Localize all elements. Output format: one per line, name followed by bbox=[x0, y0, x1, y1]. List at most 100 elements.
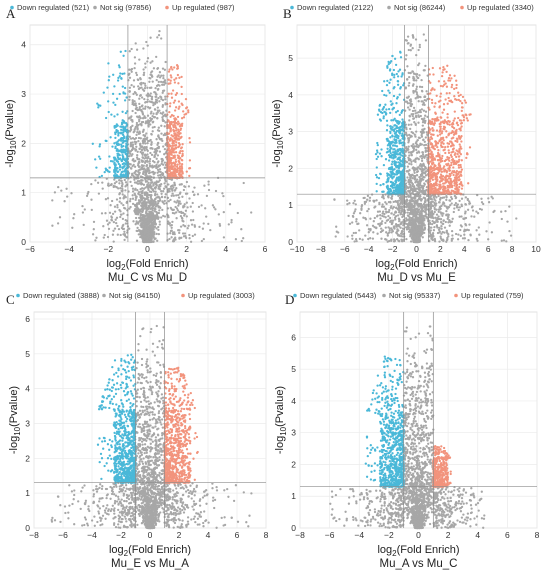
point-down-regulated bbox=[105, 169, 108, 172]
point-not-sig bbox=[405, 237, 408, 241]
point-not-sig bbox=[144, 205, 147, 208]
point-not-sig bbox=[151, 114, 154, 118]
point-not-sig bbox=[204, 207, 207, 210]
point-not-sig bbox=[66, 195, 69, 198]
point-not-sig bbox=[186, 227, 189, 230]
point-not-sig bbox=[134, 91, 137, 95]
point-not-sig bbox=[132, 131, 135, 134]
point-not-sig bbox=[418, 74, 421, 77]
point-not-sig bbox=[406, 106, 410, 109]
point-not-sig bbox=[348, 202, 351, 205]
point-not-sig bbox=[379, 217, 382, 220]
point-not-sig bbox=[142, 73, 145, 77]
point-not-sig bbox=[178, 200, 181, 203]
point-up-regulated bbox=[181, 122, 184, 125]
point-not-sig bbox=[110, 199, 114, 203]
point-not-sig bbox=[419, 155, 422, 158]
point-not-sig bbox=[149, 203, 152, 207]
legend-label: Not sig (86244) bbox=[394, 3, 446, 12]
point-not-sig bbox=[150, 210, 153, 214]
point-not-sig bbox=[430, 222, 434, 226]
point-not-sig bbox=[85, 194, 89, 198]
point-up-regulated bbox=[167, 70, 171, 73]
point-not-sig bbox=[409, 222, 412, 226]
point-not-sig bbox=[230, 221, 233, 224]
point-not-sig bbox=[145, 164, 148, 168]
point-not-sig bbox=[409, 71, 412, 75]
point-not-sig bbox=[424, 166, 427, 169]
point-not-sig bbox=[134, 127, 137, 130]
point-not-sig bbox=[487, 238, 490, 241]
point-not-sig bbox=[71, 226, 74, 229]
point-not-sig bbox=[152, 101, 155, 105]
point-not-sig bbox=[155, 55, 158, 59]
point-not-sig bbox=[146, 183, 149, 186]
point-not-sig bbox=[189, 219, 193, 222]
point-not-sig bbox=[381, 229, 385, 232]
point-not-sig bbox=[414, 97, 417, 100]
point-not-sig bbox=[104, 198, 108, 201]
point-down-regulated bbox=[125, 136, 128, 139]
point-not-sig bbox=[508, 205, 511, 208]
point-not-sig bbox=[97, 192, 101, 195]
point-not-sig bbox=[131, 141, 134, 144]
point-not-sig bbox=[121, 187, 124, 190]
point-not-sig bbox=[115, 186, 118, 189]
point-not-sig bbox=[423, 117, 426, 120]
point-not-sig bbox=[158, 223, 161, 226]
point-not-sig bbox=[124, 222, 127, 225]
point-up-regulated bbox=[170, 76, 173, 79]
point-not-sig bbox=[172, 194, 175, 197]
point-not-sig bbox=[504, 209, 507, 213]
point-not-sig bbox=[464, 196, 468, 199]
point-not-sig bbox=[424, 136, 427, 139]
point-not-sig bbox=[121, 193, 124, 196]
point-up-regulated bbox=[176, 123, 180, 126]
point-not-sig bbox=[424, 179, 428, 183]
point-not-sig bbox=[145, 120, 148, 123]
point-not-sig bbox=[160, 74, 163, 77]
point-up-regulated bbox=[180, 85, 183, 89]
point-not-sig bbox=[371, 237, 375, 240]
point-not-sig bbox=[156, 106, 159, 109]
point-not-sig bbox=[128, 200, 132, 203]
point-not-sig bbox=[154, 98, 158, 101]
point-not-sig bbox=[353, 240, 356, 243]
point-not-sig bbox=[346, 203, 349, 206]
point-not-sig bbox=[439, 211, 442, 214]
point-up-regulated bbox=[174, 121, 177, 124]
point-up-regulated bbox=[179, 147, 183, 150]
point-not-sig bbox=[182, 204, 185, 208]
point-not-sig bbox=[404, 58, 407, 61]
point-not-sig bbox=[420, 133, 423, 137]
point-not-sig bbox=[164, 95, 167, 98]
point-not-sig bbox=[408, 158, 411, 162]
point-not-sig bbox=[410, 163, 413, 166]
point-not-sig bbox=[391, 230, 395, 233]
point-not-sig bbox=[146, 141, 149, 145]
y-tick-label: 2 bbox=[21, 138, 26, 148]
point-not-sig bbox=[141, 160, 145, 163]
point-not-sig bbox=[222, 194, 225, 198]
point-not-sig bbox=[414, 38, 418, 41]
point-not-sig bbox=[146, 206, 150, 210]
point-not-sig bbox=[413, 174, 416, 178]
point-not-sig bbox=[121, 183, 124, 186]
point-not-sig bbox=[424, 143, 428, 147]
point-not-sig bbox=[398, 220, 401, 223]
point-not-sig bbox=[143, 146, 146, 149]
point-not-sig bbox=[419, 177, 422, 180]
point-not-sig bbox=[196, 193, 200, 196]
point-not-sig bbox=[464, 203, 468, 206]
point-down-regulated bbox=[115, 141, 118, 144]
point-not-sig bbox=[394, 211, 398, 214]
point-not-sig bbox=[120, 202, 123, 205]
point-down-regulated bbox=[123, 151, 127, 154]
point-not-sig bbox=[161, 200, 164, 203]
point-not-sig bbox=[137, 221, 140, 224]
point-not-sig bbox=[122, 227, 126, 231]
point-up-regulated bbox=[174, 158, 177, 161]
point-not-sig bbox=[415, 148, 418, 152]
point-not-sig bbox=[464, 216, 468, 220]
point-not-sig bbox=[387, 231, 391, 234]
